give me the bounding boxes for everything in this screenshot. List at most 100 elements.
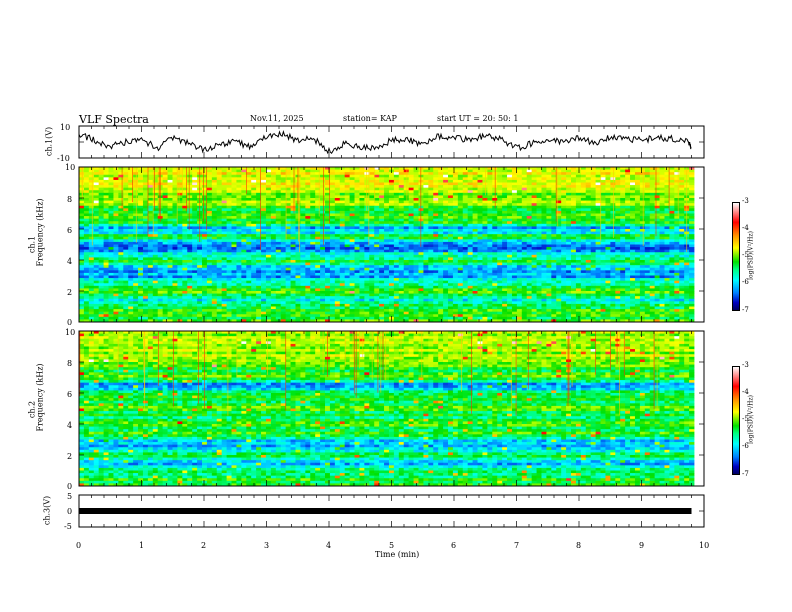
ch1-spectrogram-cell — [138, 229, 144, 232]
ch1-spectrogram-cell — [98, 229, 104, 232]
ch1-spectrogram-cell — [566, 182, 572, 186]
ch1-spectrogram-cell — [408, 208, 414, 212]
ch1-spectrogram-cell — [644, 195, 651, 199]
ch1-spectrogram-cell — [487, 203, 493, 207]
ch1-spectrogram-cell — [502, 185, 508, 189]
ch1-spectrogram-cell — [448, 218, 454, 222]
ch1-spectrogram-cell — [502, 198, 508, 201]
ch1-spectrogram-cell — [206, 198, 213, 201]
ch1-spectrogram-cell — [630, 265, 636, 269]
ch1-spectrogram-cell — [644, 213, 651, 217]
ch1-spectrogram-cell — [556, 195, 562, 199]
ch1-spectrogram-cell — [462, 216, 469, 220]
ch1-spectrogram-cell — [226, 231, 232, 235]
ch1-spectrogram-cell — [590, 236, 596, 240]
ch1-spectrogram-cell — [354, 210, 360, 214]
ch1-spectrogram-cell — [413, 260, 419, 263]
ch1-spectrogram-cell — [113, 213, 119, 217]
ch1-spectrogram-cell — [133, 187, 139, 191]
ch1-spectrogram-cell — [123, 210, 129, 214]
ch1-spectrogram-cell — [639, 226, 646, 230]
ch1-spectrogram-cell — [556, 229, 562, 232]
ch1-spectrogram-cell — [162, 187, 168, 191]
ch1-spectrogram-cell — [177, 267, 183, 271]
ch1-spectrogram-cell — [669, 241, 675, 245]
ch1-spectrogram-cell — [428, 179, 434, 183]
ch1-spectrogram-cell — [344, 247, 350, 251]
ch1-spectrogram-cell — [177, 236, 183, 240]
ch1-spectrogram-cell — [625, 244, 631, 248]
ch1-spectrogram-cell — [128, 265, 134, 269]
ch1-spectrogram-cell — [388, 260, 395, 263]
ch1-spectrogram-cell — [585, 231, 592, 235]
ch1-spectrogram-cell — [585, 210, 592, 214]
ch1-spectrogram-cell — [511, 257, 518, 261]
ch1-spectrogram-cell — [295, 249, 301, 253]
ch1-spectrogram-cell — [571, 221, 577, 225]
ch1-spectrogram-cell — [162, 226, 168, 230]
ch1-spectrogram-cell — [472, 241, 478, 245]
ch1-spectrogram-cell — [103, 244, 109, 248]
ch1-spectrogram-cell — [438, 226, 444, 230]
ch1-spectrogram-cell — [369, 216, 375, 220]
ch1-spectrogram-cell — [329, 226, 336, 230]
ch1-spectrogram-cell — [467, 213, 473, 217]
ch1-spectrogram-cell — [172, 249, 178, 253]
ch1-spectrogram-cell — [428, 203, 434, 207]
ch1-spectrogram-cell — [251, 234, 257, 238]
ch1-spectrogram-cell — [649, 252, 656, 256]
ch1-spectrogram-cell — [226, 254, 232, 258]
ch1-spectrogram-cell — [147, 229, 154, 232]
ch1-spectrogram-cell — [497, 218, 503, 222]
ch1-spectrogram-cell — [634, 241, 641, 245]
ch1-spectrogram-cell — [344, 172, 350, 176]
ch1-spectrogram-cell — [497, 267, 503, 271]
ch1-spectrogram-cell — [206, 260, 213, 263]
ch1-spectrogram-cell — [620, 234, 626, 238]
ch1-spectrogram-cell — [216, 198, 223, 201]
ch1-spectrogram-cell — [497, 172, 503, 176]
ch1-spectrogram-cell — [438, 174, 444, 178]
ch1-spectrogram-cell — [142, 252, 149, 256]
ch1-spectrogram-cell — [172, 231, 178, 235]
ch1-spectrogram-cell — [285, 221, 291, 225]
ch1-spectrogram-cell — [123, 221, 129, 225]
ch1-spectrogram-cell — [142, 249, 149, 253]
ch1-spectrogram-cell — [526, 241, 533, 245]
ch1-spectrogram-cell — [103, 223, 109, 227]
ch1-spectrogram-cell — [300, 260, 306, 263]
ch1-spectrogram-cell — [605, 187, 611, 191]
ch1-spectrogram-cell — [457, 265, 464, 269]
ch1-spectrogram-cell — [79, 236, 85, 240]
ch1-spectrogram-cell — [561, 192, 567, 196]
ch1-spectrogram-cell — [270, 195, 277, 199]
ch1-spectrogram-cell — [93, 182, 100, 186]
ch1-spectrogram-cell — [108, 195, 114, 199]
ch1-spectrogram-cell — [275, 265, 282, 269]
ch1-spectrogram-cell — [88, 198, 95, 201]
ch1-spectrogram-cell — [265, 210, 272, 214]
ch1-spectrogram-cell — [654, 177, 660, 181]
ch1-spectrogram-cell — [571, 265, 577, 269]
ch1-spectrogram-cell — [118, 200, 124, 204]
ch1-spectrogram-cell — [123, 208, 129, 212]
ch1-spectrogram-cell — [630, 216, 636, 220]
ch1-spectrogram-cell — [182, 221, 188, 225]
ch1-spectrogram-cell — [344, 229, 350, 232]
ch1-spectrogram-cell — [585, 192, 592, 196]
ch1-spectrogram-cell — [359, 236, 365, 240]
ch1-spectrogram-cell — [443, 249, 449, 253]
ch1-spectrogram-cell — [275, 216, 282, 220]
ch1-spectrogram-cell — [231, 267, 237, 271]
ch1-spectrogram-cell — [162, 169, 168, 173]
ch1-spectrogram-cell — [482, 252, 488, 256]
ch1-spectrogram-cell — [192, 208, 198, 212]
ch1-spectrogram-cell — [511, 190, 518, 194]
ch1-spectrogram-cell — [187, 203, 193, 207]
ch1-spectrogram-cell — [226, 236, 232, 240]
ch1-spectrogram-cell — [398, 172, 405, 176]
ch1-spectrogram-cell — [221, 177, 227, 181]
ch1-spectrogram-cell — [630, 172, 636, 176]
ch1-spectrogram-cell — [93, 185, 100, 189]
ch1-spectrogram-cell — [172, 179, 178, 183]
